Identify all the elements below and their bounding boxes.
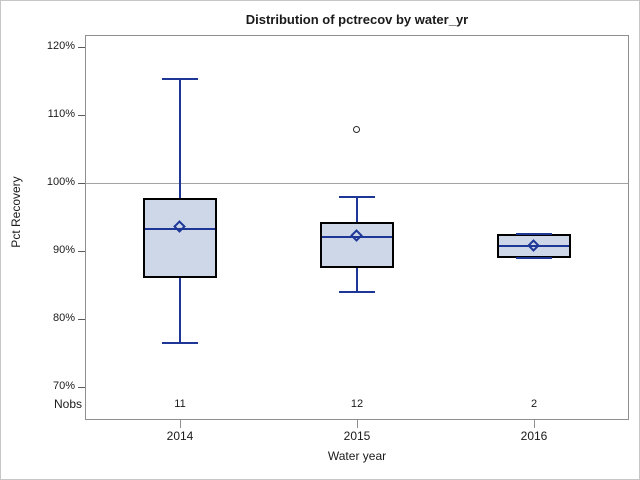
nobs-value: 11 <box>174 398 186 410</box>
y-tick <box>78 114 85 116</box>
upper-whisker-cap <box>516 233 552 235</box>
upper-whisker-stem <box>179 78 181 198</box>
y-tick <box>78 182 85 184</box>
y-tick-label: 90% <box>52 244 75 256</box>
upper-whisker-cap <box>162 77 198 80</box>
lower-whisker-cap <box>339 290 375 293</box>
outlier-circle <box>353 125 360 133</box>
y-tick-label: 100% <box>46 176 75 188</box>
x-tick-label: 2015 <box>343 429 371 443</box>
y-axis-label: Pct Recovery <box>9 176 23 248</box>
x-tick-label: 2014 <box>166 429 194 443</box>
y-tick-label: 120% <box>46 40 75 52</box>
nobs-value: 2 <box>530 398 538 410</box>
y-tick <box>78 386 85 388</box>
upper-whisker-stem <box>356 196 358 222</box>
y-tick <box>78 46 85 48</box>
x-axis-label: Water year <box>327 449 387 463</box>
nobs-value: 12 <box>350 398 364 410</box>
lower-whisker-cap <box>516 257 552 260</box>
lower-whisker-stem <box>356 268 358 292</box>
x-tick-label: 2016 <box>520 429 548 443</box>
reference-line-100pct <box>86 183 628 184</box>
y-tick <box>78 318 85 320</box>
median-line <box>499 245 569 248</box>
lower-whisker-cap <box>162 342 198 345</box>
median-line <box>145 228 215 231</box>
x-tick <box>179 420 181 428</box>
y-tick-label: 80% <box>52 312 75 324</box>
y-tick-label: 110% <box>47 108 75 120</box>
box-rect <box>143 197 217 279</box>
x-tick <box>533 420 535 428</box>
upper-whisker-cap <box>339 195 375 198</box>
median-line <box>322 236 392 239</box>
y-tick-label: 70% <box>52 380 75 392</box>
box-rect <box>320 221 394 268</box>
lower-whisker-stem <box>179 278 181 344</box>
chart-title: Distribution of pctrecov by water_yr <box>245 12 469 27</box>
nobs-row-label: Nobs <box>53 397 82 411</box>
y-tick <box>78 250 85 252</box>
x-tick <box>356 420 358 428</box>
